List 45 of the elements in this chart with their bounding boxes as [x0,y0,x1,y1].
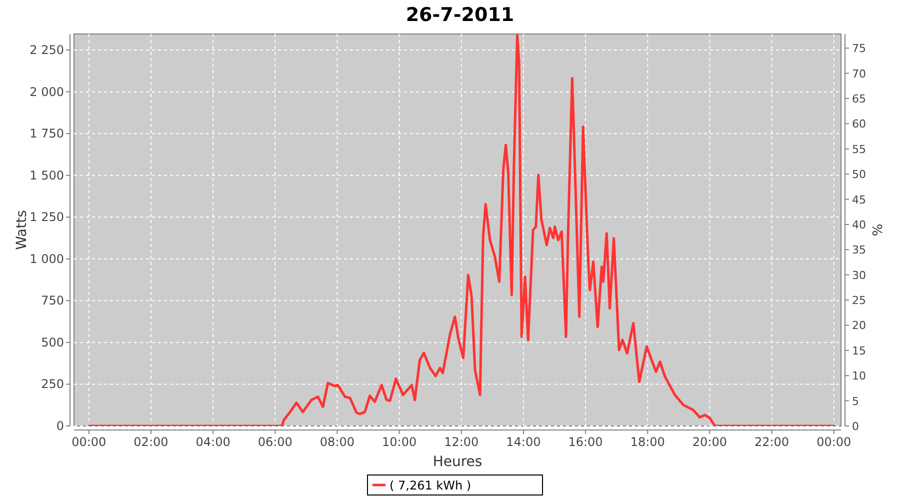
y-tick-label: 1 000 [30,252,64,266]
x-tick-label: 14:00 [506,435,541,449]
x-tick-label: 04:00 [196,435,230,449]
x-tick-label: 10:00 [382,435,417,449]
x-tick-label: 08:00 [320,435,355,449]
x-tick-label: 22:00 [754,435,790,449]
y2-tick-label: 15 [852,344,866,358]
y2-tick-label: 45 [852,193,866,206]
y2-tick-label: 60 [852,118,866,131]
y-tick-label: 1 500 [30,168,64,182]
y2-axis-title: % [871,224,886,236]
y2-tick-label: 10 [852,370,866,383]
y2-tick-label: 55 [852,142,866,156]
y2-tick-label: 25 [852,294,866,308]
x-tick-label: 12:00 [444,435,479,449]
y2-tick-label: 40 [852,218,866,232]
legend-label: ( 7,261 kWh ) [390,478,472,492]
y-tick-label: 1 250 [30,210,64,224]
x-tick-label: 00:00 [816,435,852,449]
y-tick-label: 0 [56,419,64,433]
x-tick-label: 16:00 [568,435,603,449]
chart-title: 26-7-2011 [406,4,514,26]
x-tick-label: 20:00 [692,435,727,449]
x-tick-label: 06:00 [258,435,292,449]
y2-tick-label: 20 [852,319,866,332]
y2-tick-label: 5 [852,394,859,408]
y2-tick-label: 30 [852,268,866,282]
y-tick-label: 2 250 [30,43,64,58]
y-tick-label: 1 750 [30,126,64,141]
y-tick-label: 750 [41,294,64,308]
y-axis-title: Watts [14,210,30,250]
y2-tick-label: 50 [852,168,866,182]
y-tick-label: 500 [41,335,64,350]
y-tick-label: 2 000 [30,84,64,99]
x-tick-label: 02:00 [134,435,168,449]
y2-tick-label: 70 [852,67,866,80]
y2-tick-label: 65 [852,92,866,106]
x-axis-title: Heures [432,454,482,470]
x-tick-label: 18:00 [630,435,665,449]
y2-tick-label: 0 [852,420,859,433]
y2-tick-label: 35 [852,244,866,257]
x-tick-label: 00:00 [72,435,106,449]
y2-tick-label: 75 [852,42,866,56]
y-tick-label: 250 [41,377,64,392]
line-series [88,34,836,426]
